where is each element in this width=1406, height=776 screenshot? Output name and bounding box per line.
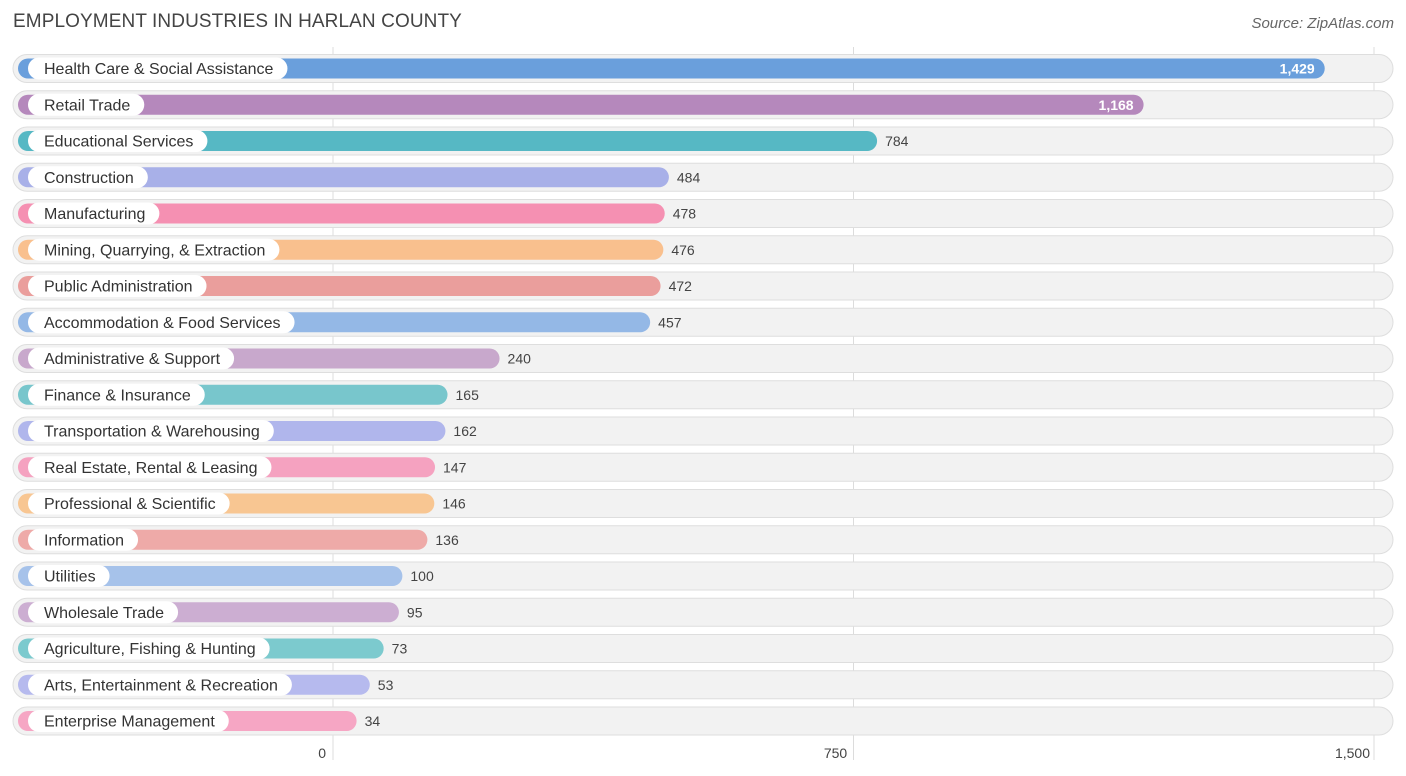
category-label: Real Estate, Rental & Leasing	[44, 460, 257, 477]
category-label: Finance & Insurance	[44, 387, 191, 404]
category-label-pill	[28, 238, 280, 261]
rows-layer: Health Care & Social Assistance 1,429 Reta…	[12, 54, 1394, 736]
category-label: Educational Services	[44, 134, 193, 151]
category-label-pill	[28, 420, 274, 442]
category-label: Transportation & Warehousing	[44, 424, 260, 441]
bar-row: Professional & Scientific 146	[12, 489, 1394, 518]
category-label: Utilities	[44, 569, 96, 586]
x-tick-label: 0	[318, 745, 326, 761]
category-label: Administrative & Support	[44, 351, 221, 368]
value-label: 53	[378, 677, 394, 693]
value-label: 165	[456, 387, 480, 403]
chart-source: Source: ZipAtlas.com	[1251, 15, 1394, 32]
value-label: 1,429	[1280, 61, 1315, 77]
value-label: 472	[669, 278, 693, 294]
bar	[18, 167, 669, 188]
category-label: Public Administration	[44, 279, 193, 296]
category-label: Arts, Entertainment & Recreation	[44, 677, 278, 694]
bar-row: Mining, Quarrying, & Extraction 476	[12, 235, 1394, 265]
category-label-pill	[28, 93, 145, 116]
category-label-pill	[28, 202, 160, 225]
category-label-pill	[28, 565, 110, 587]
category-label-pill	[28, 166, 148, 189]
bar	[18, 94, 1144, 115]
bar-row: Administrative & Support 240	[12, 344, 1394, 373]
bar	[18, 566, 403, 586]
value-label: 73	[392, 641, 408, 657]
category-label-pill	[28, 130, 208, 152]
category-label-pill	[28, 347, 235, 370]
category-label-pill	[28, 528, 139, 551]
bar-row: Wholesale Trade 95	[12, 597, 1394, 627]
x-tick-label: 750	[824, 745, 848, 761]
bar-row: Construction 484	[12, 162, 1394, 192]
bar-row: Information 136	[12, 525, 1394, 555]
bar	[18, 131, 878, 151]
bar	[18, 58, 1325, 79]
bar-row: Agriculture, Fishing & Hunting 73	[12, 634, 1394, 663]
bar-row: Public Administration 472	[12, 271, 1394, 301]
category-label: Accommodation & Food Services	[44, 315, 281, 332]
value-label: 1,168	[1099, 97, 1134, 113]
bar-row: Transportation & Warehousing 162	[12, 416, 1394, 446]
bar-row: Utilities 100	[12, 561, 1394, 591]
value-label: 240	[508, 351, 532, 367]
category-label: Professional & Scientific	[44, 496, 216, 513]
value-label: 457	[658, 314, 682, 330]
value-label: 100	[410, 568, 434, 584]
chart-title: EMPLOYMENT INDUSTRIES IN HARLAN COUNTY	[13, 11, 462, 32]
category-label-pill	[28, 673, 292, 696]
category-label: Enterprise Management	[44, 714, 215, 731]
category-label: Manufacturing	[44, 206, 145, 223]
value-label: 478	[673, 206, 697, 222]
category-label-pill	[28, 57, 288, 80]
category-label: Mining, Quarrying, & Extraction	[44, 242, 265, 259]
category-label-pill	[28, 601, 179, 624]
category-label-pill	[28, 492, 230, 515]
bar-row: Educational Services 784	[12, 126, 1394, 156]
category-label-pill	[28, 637, 270, 660]
bar-row: Enterprise Management 34	[12, 706, 1394, 736]
bar-row: Health Care & Social Assistance 1,429	[12, 54, 1394, 83]
value-label: 136	[435, 532, 459, 548]
category-label: Information	[44, 532, 124, 549]
category-label: Construction	[44, 170, 134, 187]
category-label-pill	[28, 456, 272, 479]
bar-row: Finance & Insurance 165	[12, 380, 1394, 410]
category-label: Agriculture, Fishing & Hunting	[44, 641, 256, 658]
bar	[18, 203, 665, 224]
bar-row: Manufacturing 478	[12, 199, 1394, 228]
value-label: 162	[453, 423, 477, 439]
bar-row: Real Estate, Rental & Leasing 147	[12, 452, 1394, 482]
category-label-pill	[28, 710, 229, 732]
category-label-pill	[28, 311, 295, 334]
x-tick-label: 1,500	[1335, 745, 1370, 761]
category-label: Health Care & Social Assistance	[44, 61, 274, 78]
bar-row: Retail Trade 1,168	[12, 90, 1394, 120]
category-label-pill	[28, 275, 207, 297]
category-label-pill	[28, 383, 205, 406]
ticks-layer: 0 750 1,500	[318, 745, 1370, 761]
value-label: 476	[671, 242, 695, 258]
value-label: 95	[407, 604, 423, 620]
row-track	[12, 706, 1394, 736]
category-label: Retail Trade	[44, 97, 130, 114]
value-label: 784	[885, 133, 909, 149]
value-label: 34	[365, 713, 381, 729]
category-label: Wholesale Trade	[44, 605, 164, 622]
value-label: 147	[443, 459, 467, 475]
bar-row: Arts, Entertainment & Recreation 53	[12, 670, 1394, 700]
bar-row: Accommodation & Food Services 457	[12, 307, 1394, 337]
value-label: 484	[677, 169, 701, 185]
value-label: 146	[442, 496, 466, 512]
